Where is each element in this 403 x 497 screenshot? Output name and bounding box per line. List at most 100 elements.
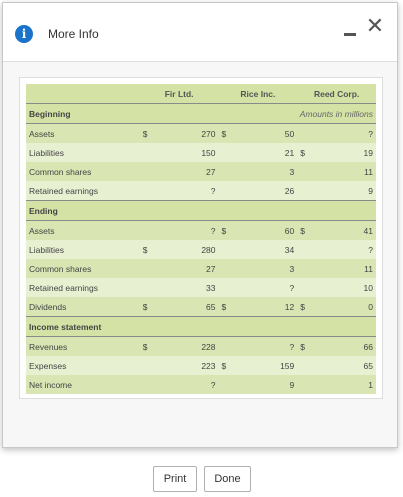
rice-value: 3: [238, 162, 298, 181]
table-row: Expenses 223 $159 65: [26, 356, 376, 375]
reed-currency: [297, 278, 317, 297]
rice-currency: $: [218, 220, 239, 240]
reed-value: 19: [316, 143, 376, 162]
fir-currency: $: [139, 240, 160, 259]
close-icon[interactable]: ✕: [365, 14, 385, 39]
more-info-dialog: i More Info ✕ Fir Ltd. Rice Inc. Reed Co…: [2, 2, 398, 492]
fir-currency: [139, 162, 160, 181]
reed-currency: [297, 240, 317, 259]
reed-value: 11: [316, 259, 376, 278]
fir-currency: [139, 356, 160, 375]
rice-currency: [218, 375, 239, 394]
reed-currency: [297, 162, 317, 181]
section-header-row: Income statement: [26, 316, 376, 337]
rice-currency: [218, 143, 239, 162]
fir-value: ?: [159, 181, 219, 201]
amounts-note: Amounts in millions: [139, 103, 376, 124]
data-table-panel: Fir Ltd. Rice Inc. Reed Corp. Beginning A…: [19, 77, 383, 399]
rice-value: 21: [238, 143, 298, 162]
fir-currency: [139, 143, 160, 162]
rice-currency: [218, 259, 239, 278]
table-row: Assets? $60 $41: [26, 220, 376, 240]
section-spacer: [139, 316, 376, 337]
fir-value: 27: [159, 162, 219, 181]
dialog-titlebar: i More Info ✕: [3, 3, 397, 62]
row-label: Assets: [26, 220, 140, 240]
reed-currency: [297, 375, 317, 394]
fir-currency: [139, 259, 160, 278]
fir-value: ?: [159, 220, 219, 240]
rice-value: 3: [238, 259, 298, 278]
table-row: Retained earnings? 26 9: [26, 181, 376, 201]
rice-currency: $: [218, 123, 239, 143]
reed-currency: $: [297, 297, 317, 317]
reed-value: 10: [316, 278, 376, 297]
rice-value: 50: [238, 123, 298, 143]
rice-value: 159: [238, 356, 298, 375]
rice-currency: [218, 336, 239, 356]
row-label: Common shares: [26, 259, 140, 278]
fir-currency: [139, 375, 160, 394]
reed-value: 65: [316, 356, 376, 375]
fir-currency: $: [139, 336, 160, 356]
section-title: Beginning: [26, 103, 140, 124]
row-label: Retained earnings: [26, 181, 140, 201]
table-row: Retained earnings 33? 10: [26, 278, 376, 297]
table-row: Common shares 27 3 11: [26, 162, 376, 181]
fir-currency: $: [139, 123, 160, 143]
column-header-fir: Fir Ltd.: [139, 84, 219, 104]
row-label: Liabilities: [26, 143, 140, 162]
reed-currency: [297, 356, 317, 375]
row-label: Net income: [26, 375, 140, 394]
print-button[interactable]: Print: [153, 466, 197, 492]
table-row: Assets $270 $50?: [26, 123, 376, 143]
rice-currency: [218, 162, 239, 181]
rice-value: 12: [238, 297, 298, 317]
row-label: Revenues: [26, 336, 140, 356]
row-label: Expenses: [26, 356, 140, 375]
rice-value: ?: [238, 278, 298, 297]
section-header-row: Ending: [26, 200, 376, 221]
fir-value: 33: [159, 278, 219, 297]
column-header-rice: Rice Inc.: [218, 84, 298, 104]
column-header-reed: Reed Corp.: [297, 84, 376, 104]
fir-currency: [139, 278, 160, 297]
table-row: Common shares 27 3 11: [26, 259, 376, 278]
reed-value: 1: [316, 375, 376, 394]
table-row: Liabilities $280 34?: [26, 240, 376, 259]
fir-value: ?: [159, 375, 219, 394]
reed-currency: [297, 259, 317, 278]
reed-currency: [297, 181, 317, 201]
column-header-label: [26, 84, 140, 104]
dialog-title: More Info: [48, 27, 99, 41]
fir-currency: [139, 220, 160, 240]
reed-value: 41: [316, 220, 376, 240]
fir-currency: $: [139, 297, 160, 317]
rice-currency: [218, 240, 239, 259]
fir-value: 280: [159, 240, 219, 259]
rice-value: 60: [238, 220, 298, 240]
section-title: Income statement: [26, 316, 140, 337]
rice-value: ?: [238, 336, 298, 356]
dialog-content: Fir Ltd. Rice Inc. Reed Corp. Beginning A…: [3, 62, 397, 492]
fir-value: 65: [159, 297, 219, 317]
fir-value: 150: [159, 143, 219, 162]
rice-value: 9: [238, 375, 298, 394]
done-button[interactable]: Done: [204, 466, 251, 492]
dialog-footer: Print Done: [3, 457, 397, 497]
table-row: Net income? 9 1: [26, 375, 376, 394]
reed-value: ?: [316, 123, 376, 143]
fir-currency: [139, 181, 160, 201]
info-icon: i: [15, 25, 33, 43]
rice-currency: [218, 278, 239, 297]
minimize-icon[interactable]: [344, 33, 356, 36]
reed-currency: [297, 123, 317, 143]
row-label: Common shares: [26, 162, 140, 181]
fir-value: 228: [159, 336, 219, 356]
table-row: Revenues $228? $66: [26, 336, 376, 356]
reed-currency: $: [297, 336, 317, 356]
row-label: Retained earnings: [26, 278, 140, 297]
section-title: Ending: [26, 200, 140, 221]
reed-currency: $: [297, 220, 317, 240]
reed-value: 11: [316, 162, 376, 181]
